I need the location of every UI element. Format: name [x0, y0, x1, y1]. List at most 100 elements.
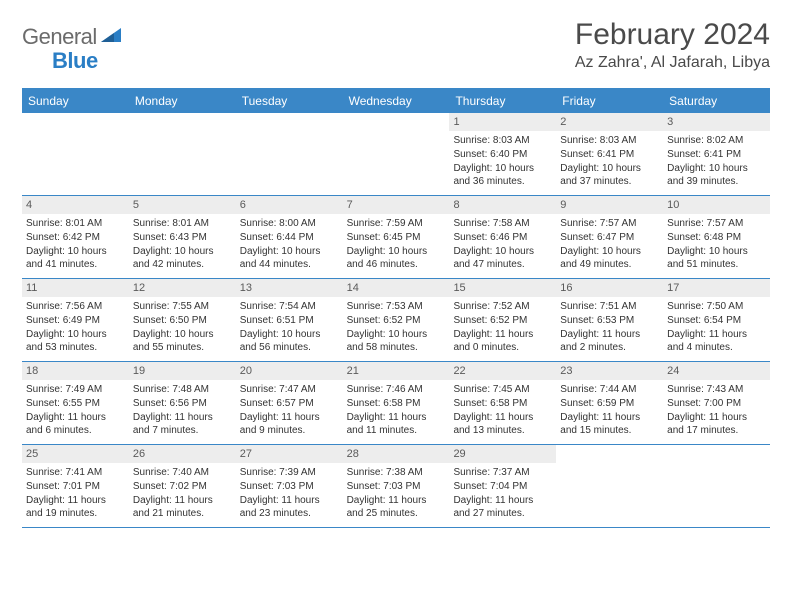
day-number: 9	[556, 196, 663, 214]
sunrise-text: Sunrise: 7:51 AM	[560, 300, 659, 313]
daylight-text: Daylight: 10 hours and 42 minutes.	[133, 245, 232, 271]
day-body: Sunrise: 7:43 AMSunset: 7:00 PMDaylight:…	[663, 380, 770, 442]
sunset-text: Sunset: 7:00 PM	[667, 397, 766, 410]
day-number: 8	[449, 196, 556, 214]
day-number: 28	[343, 445, 450, 463]
daylight-text: Daylight: 11 hours and 2 minutes.	[560, 328, 659, 354]
day-cell: 3Sunrise: 8:02 AMSunset: 6:41 PMDaylight…	[663, 113, 770, 195]
day-cell	[129, 113, 236, 195]
calendar-table: Sunday Monday Tuesday Wednesday Thursday…	[22, 88, 770, 528]
day-cell: 28Sunrise: 7:38 AMSunset: 7:03 PMDayligh…	[343, 445, 450, 527]
day-body: Sunrise: 7:46 AMSunset: 6:58 PMDaylight:…	[343, 380, 450, 442]
sunrise-text: Sunrise: 7:37 AM	[453, 466, 552, 479]
sunrise-text: Sunrise: 7:40 AM	[133, 466, 232, 479]
day-body: Sunrise: 7:55 AMSunset: 6:50 PMDaylight:…	[129, 297, 236, 359]
daylight-text: Daylight: 10 hours and 56 minutes.	[240, 328, 339, 354]
sunset-text: Sunset: 6:46 PM	[453, 231, 552, 244]
daylight-text: Daylight: 11 hours and 19 minutes.	[26, 494, 125, 520]
day-number: 13	[236, 279, 343, 297]
day-number	[663, 445, 770, 449]
day-number	[129, 113, 236, 117]
day-body: Sunrise: 7:59 AMSunset: 6:45 PMDaylight:…	[343, 214, 450, 276]
day-body: Sunrise: 8:03 AMSunset: 6:40 PMDaylight:…	[449, 131, 556, 193]
day-cell: 23Sunrise: 7:44 AMSunset: 6:59 PMDayligh…	[556, 362, 663, 444]
day-body: Sunrise: 8:01 AMSunset: 6:42 PMDaylight:…	[22, 214, 129, 276]
weekday-header-row: Sunday Monday Tuesday Wednesday Thursday…	[22, 90, 770, 113]
day-body: Sunrise: 7:57 AMSunset: 6:48 PMDaylight:…	[663, 214, 770, 276]
week-row: 1Sunrise: 8:03 AMSunset: 6:40 PMDaylight…	[22, 113, 770, 196]
daylight-text: Daylight: 10 hours and 44 minutes.	[240, 245, 339, 271]
day-number: 24	[663, 362, 770, 380]
week-row: 4Sunrise: 8:01 AMSunset: 6:42 PMDaylight…	[22, 196, 770, 279]
day-body: Sunrise: 7:56 AMSunset: 6:49 PMDaylight:…	[22, 297, 129, 359]
daylight-text: Daylight: 10 hours and 39 minutes.	[667, 162, 766, 188]
brand-gray: General	[22, 24, 97, 50]
day-cell: 29 Sunrise: 7:37 AMSunset: 7:04 PMDayligh…	[449, 445, 556, 527]
day-body: Sunrise: 7:51 AMSunset: 6:53 PMDaylight:…	[556, 297, 663, 359]
day-number: 19	[129, 362, 236, 380]
day-cell: 20Sunrise: 7:47 AMSunset: 6:57 PMDayligh…	[236, 362, 343, 444]
day-number: 4	[22, 196, 129, 214]
daylight-text: Daylight: 11 hours and 27 minutes.	[453, 494, 552, 520]
sunset-text: Sunset: 6:45 PM	[347, 231, 446, 244]
weekday-monday: Monday	[129, 90, 236, 113]
day-number: 6	[236, 196, 343, 214]
week-row: 11Sunrise: 7:56 AMSunset: 6:49 PMDayligh…	[22, 279, 770, 362]
day-body: Sunrise: 7:50 AMSunset: 6:54 PMDaylight:…	[663, 297, 770, 359]
day-body: Sunrise: 7:57 AMSunset: 6:47 PMDaylight:…	[556, 214, 663, 276]
week-row: 18Sunrise: 7:49 AMSunset: 6:55 PMDayligh…	[22, 362, 770, 445]
sunset-text: Sunset: 6:50 PM	[133, 314, 232, 327]
day-number	[343, 113, 450, 117]
sunset-text: Sunset: 6:49 PM	[26, 314, 125, 327]
sunset-text: Sunset: 6:59 PM	[560, 397, 659, 410]
sunset-text: Sunset: 6:53 PM	[560, 314, 659, 327]
sunrise-text: Sunrise: 7:55 AM	[133, 300, 232, 313]
day-number: 22	[449, 362, 556, 380]
sunrise-text: Sunrise: 7:59 AM	[347, 217, 446, 230]
weekday-tuesday: Tuesday	[236, 90, 343, 113]
sunset-text: Sunset: 6:52 PM	[453, 314, 552, 327]
day-body: Sunrise: 7:49 AMSunset: 6:55 PMDaylight:…	[22, 380, 129, 442]
sunrise-text: Sunrise: 7:44 AM	[560, 383, 659, 396]
daylight-text: Daylight: 10 hours and 58 minutes.	[347, 328, 446, 354]
day-number: 27	[236, 445, 343, 463]
daylight-text: Daylight: 11 hours and 17 minutes.	[667, 411, 766, 437]
weekday-sunday: Sunday	[22, 90, 129, 113]
sunset-text: Sunset: 6:48 PM	[667, 231, 766, 244]
location-subtitle: Az Zahra', Al Jafarah, Libya	[575, 54, 770, 72]
week-row: 25Sunrise: 7:41 AMSunset: 7:01 PMDayligh…	[22, 445, 770, 528]
sunset-text: Sunset: 7:01 PM	[26, 480, 125, 493]
sunrise-text: Sunrise: 7:56 AM	[26, 300, 125, 313]
daylight-text: Daylight: 10 hours and 49 minutes.	[560, 245, 659, 271]
day-cell: 10Sunrise: 7:57 AMSunset: 6:48 PMDayligh…	[663, 196, 770, 278]
sunset-text: Sunset: 6:43 PM	[133, 231, 232, 244]
weekday-saturday: Saturday	[663, 90, 770, 113]
day-cell: 24Sunrise: 7:43 AMSunset: 7:00 PMDayligh…	[663, 362, 770, 444]
day-body: Sunrise: 7:47 AMSunset: 6:57 PMDaylight:…	[236, 380, 343, 442]
daylight-text: Daylight: 11 hours and 7 minutes.	[133, 411, 232, 437]
day-number: 15	[449, 279, 556, 297]
sunrise-text: Sunrise: 7:39 AM	[240, 466, 339, 479]
daylight-text: Daylight: 10 hours and 53 minutes.	[26, 328, 125, 354]
sunset-text: Sunset: 7:04 PM	[453, 480, 552, 493]
sunset-text: Sunset: 6:58 PM	[347, 397, 446, 410]
sunrise-text: Sunrise: 7:41 AM	[26, 466, 125, 479]
day-body: Sunrise: 7:38 AMSunset: 7:03 PMDaylight:…	[343, 463, 450, 525]
day-cell: 21Sunrise: 7:46 AMSunset: 6:58 PMDayligh…	[343, 362, 450, 444]
daylight-text: Daylight: 11 hours and 6 minutes.	[26, 411, 125, 437]
sunrise-text: Sunrise: 7:53 AM	[347, 300, 446, 313]
day-number: 11	[22, 279, 129, 297]
day-cell: 17Sunrise: 7:50 AMSunset: 6:54 PMDayligh…	[663, 279, 770, 361]
day-number: 29	[449, 445, 556, 463]
sunrise-text: Sunrise: 7:54 AM	[240, 300, 339, 313]
sunrise-text: Sunrise: 8:03 AM	[560, 134, 659, 147]
day-cell	[343, 113, 450, 195]
day-number: 1	[449, 113, 556, 131]
day-body: Sunrise: 7:52 AMSunset: 6:52 PMDaylight:…	[449, 297, 556, 359]
day-number: 21	[343, 362, 450, 380]
day-body: Sunrise: 7:40 AMSunset: 7:02 PMDaylight:…	[129, 463, 236, 525]
sunrise-text: Sunrise: 7:48 AM	[133, 383, 232, 396]
daylight-text: Daylight: 11 hours and 23 minutes.	[240, 494, 339, 520]
daylight-text: Daylight: 11 hours and 4 minutes.	[667, 328, 766, 354]
sunrise-text: Sunrise: 7:47 AM	[240, 383, 339, 396]
